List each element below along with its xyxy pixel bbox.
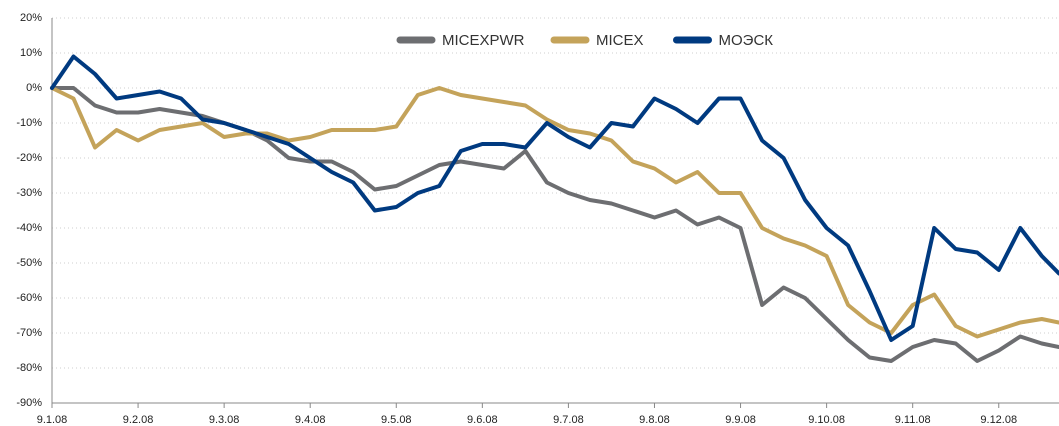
- x-tick-label: 9.4.08: [295, 414, 326, 426]
- y-tick-label: -50%: [16, 257, 42, 269]
- y-tick-label: -30%: [16, 187, 42, 199]
- series-line: [50, 86, 1059, 339]
- x-tick-label: 9.6.08: [467, 414, 498, 426]
- x-tick-label: 9.10.08: [808, 414, 845, 426]
- legend: MICEXPWR MICEX МОЭСК: [396, 32, 774, 49]
- y-tick-label: 0%: [26, 82, 42, 94]
- legend-label: MICEXPWR: [442, 32, 525, 49]
- y-tick-label: -10%: [16, 117, 42, 129]
- x-tick-label: 9.1.08: [37, 414, 68, 426]
- x-tick-label: 9.7.08: [553, 414, 584, 426]
- x-tick-label: 9.12.08: [980, 414, 1017, 426]
- y-tick-label: 20%: [20, 12, 42, 24]
- series-line: [50, 54, 1059, 342]
- legend-label: MICEX: [596, 32, 644, 49]
- y-tick-label: -90%: [16, 397, 42, 409]
- y-tick-label: -20%: [16, 152, 42, 164]
- x-tick-label: 9.2.08: [123, 414, 154, 426]
- y-tick-label: 10%: [20, 47, 42, 59]
- x-tick-label: 9.9.08: [725, 414, 756, 426]
- x-tick-label: 9.11.08: [895, 414, 931, 426]
- legend-label: МОЭСК: [719, 32, 774, 49]
- x-tick-label: 9.5.08: [381, 414, 412, 426]
- y-tick-label: -80%: [16, 362, 42, 374]
- x-tick-label: 9.3.08: [209, 414, 240, 426]
- x-tick-label: 9.8.08: [639, 414, 670, 426]
- y-tick-label: -40%: [16, 222, 42, 234]
- y-tick-label: -70%: [16, 327, 42, 339]
- y-tick-label: -60%: [16, 292, 42, 304]
